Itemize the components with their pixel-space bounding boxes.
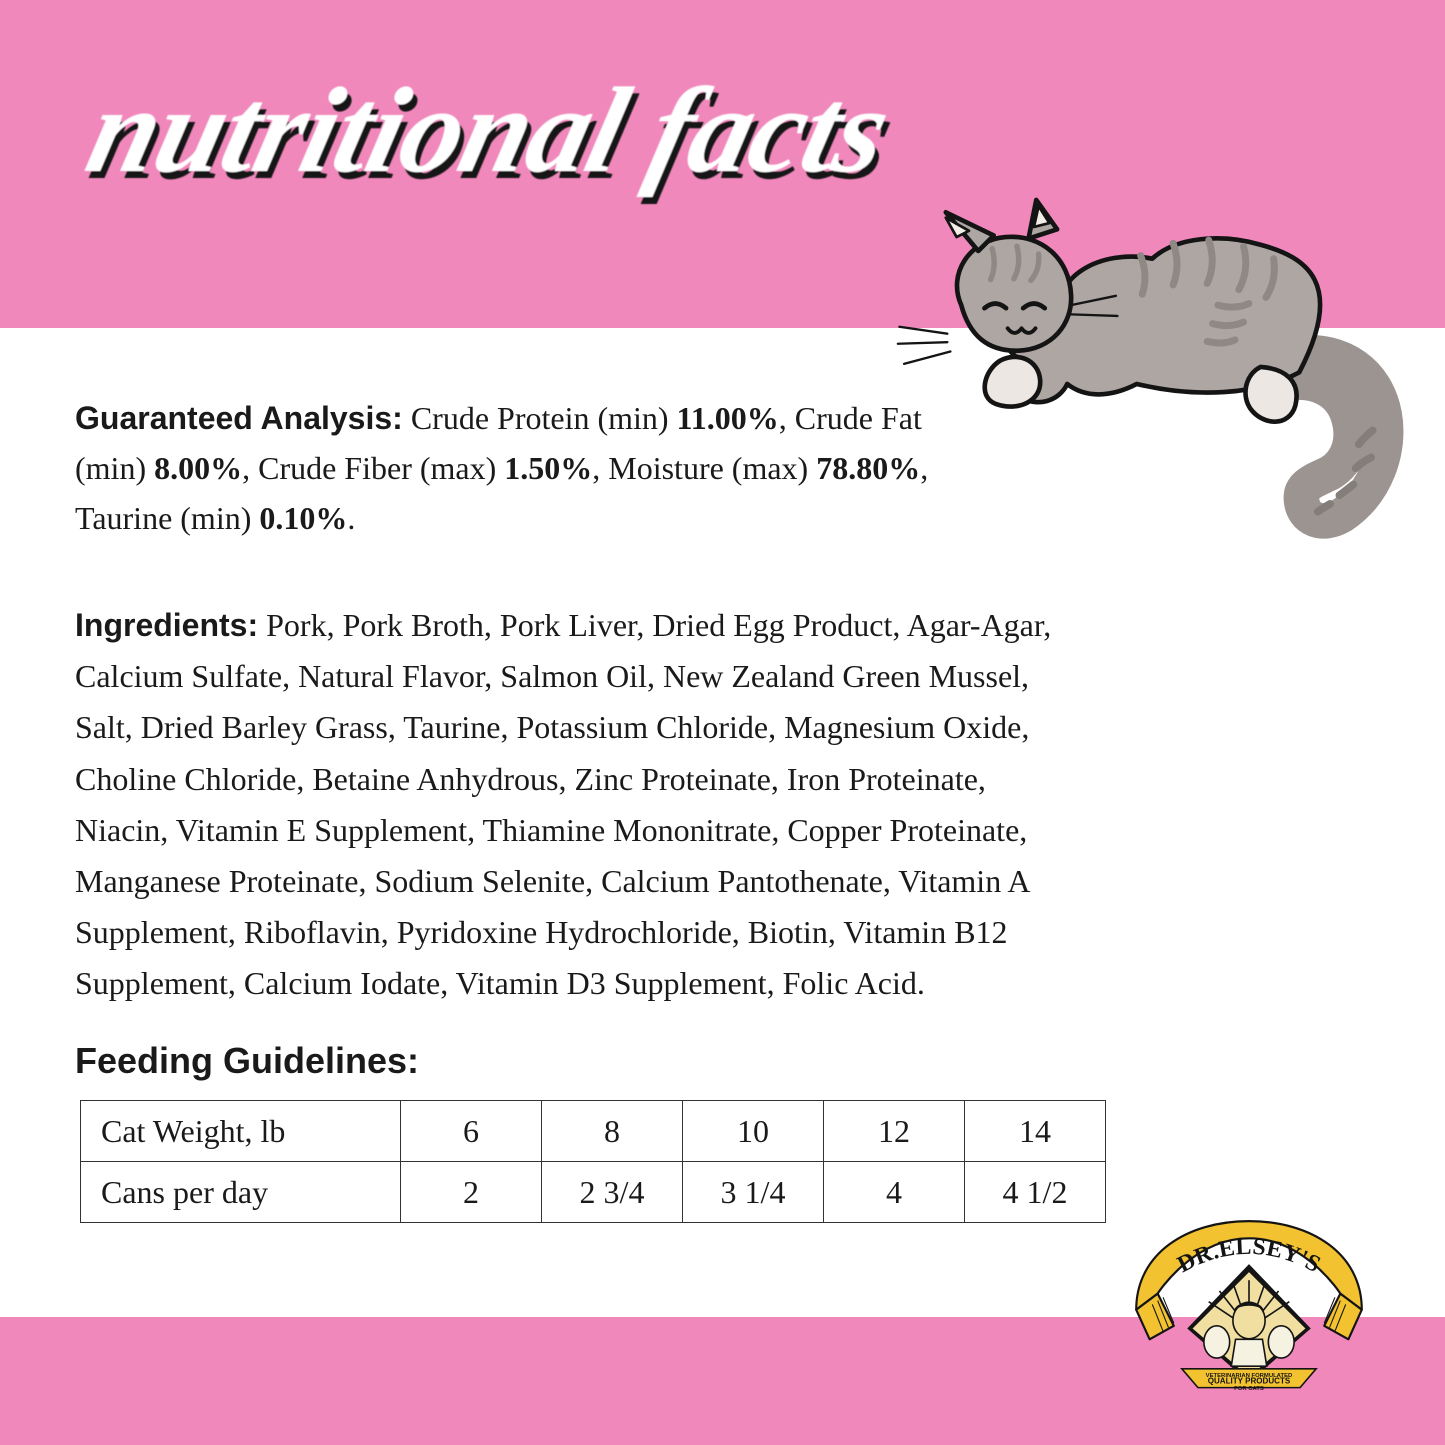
svg-text:nutritional facts: nutritional facts (75, 63, 902, 198)
svg-text:FOR CATS: FOR CATS (1234, 1386, 1264, 1392)
svg-text:QUALITY PRODUCTS: QUALITY PRODUCTS (1208, 1376, 1291, 1385)
